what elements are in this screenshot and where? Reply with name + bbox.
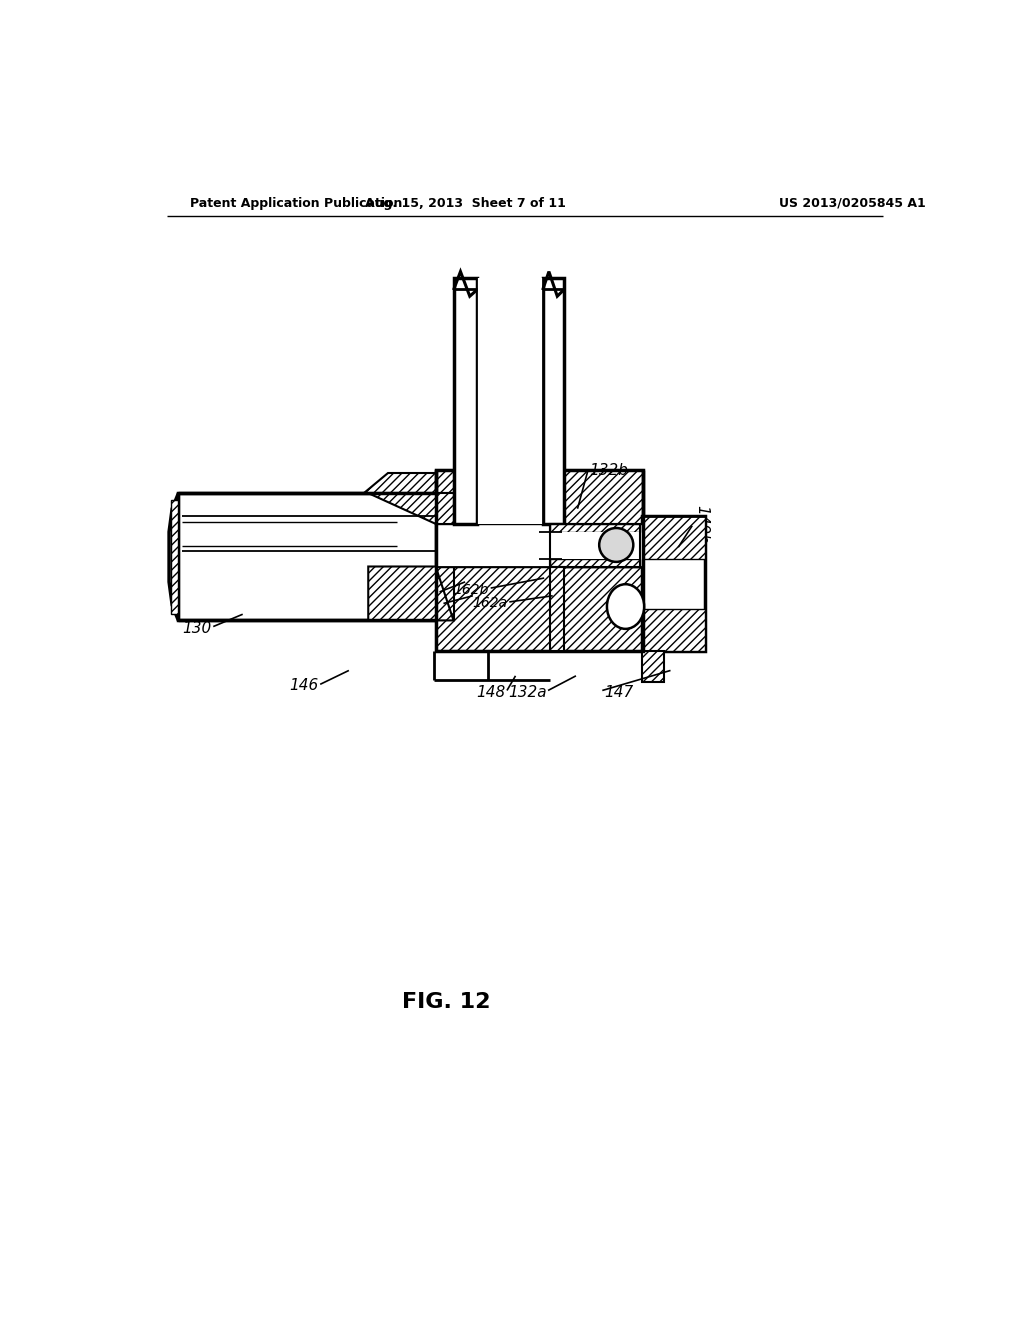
Polygon shape	[369, 494, 454, 524]
Bar	[642, 609, 706, 651]
Text: US 2013/0205845 A1: US 2013/0205845 A1	[779, 197, 926, 210]
Circle shape	[599, 528, 633, 562]
Polygon shape	[435, 470, 454, 524]
Bar	[642, 651, 664, 682]
Bar	[550, 524, 640, 566]
Text: 130: 130	[182, 620, 212, 636]
Bar	[550, 532, 640, 558]
Bar	[543, 277, 563, 524]
Polygon shape	[365, 473, 436, 494]
Bar	[477, 277, 543, 524]
Text: 147: 147	[604, 685, 633, 700]
Text: Aug. 15, 2013  Sheet 7 of 11: Aug. 15, 2013 Sheet 7 of 11	[365, 197, 565, 210]
Bar	[550, 558, 640, 566]
Polygon shape	[169, 494, 178, 620]
Polygon shape	[642, 516, 706, 651]
Polygon shape	[435, 566, 643, 651]
Bar	[550, 524, 640, 532]
Text: 132a: 132a	[508, 685, 547, 700]
Bar	[454, 277, 477, 524]
Text: 149b: 149b	[693, 504, 709, 544]
Polygon shape	[369, 566, 454, 620]
Polygon shape	[435, 566, 454, 620]
Text: 134: 134	[409, 586, 438, 601]
Text: 149a: 149a	[407, 598, 442, 612]
Polygon shape	[171, 499, 178, 614]
Text: 132b: 132b	[589, 463, 628, 478]
Polygon shape	[563, 470, 643, 524]
Bar	[178, 494, 435, 620]
Ellipse shape	[607, 585, 644, 628]
Text: 146: 146	[290, 678, 318, 693]
Text: 162b: 162b	[454, 582, 489, 597]
Polygon shape	[435, 494, 454, 524]
Text: 162a: 162a	[473, 597, 508, 610]
Text: Patent Application Publication: Patent Application Publication	[190, 197, 402, 210]
Bar	[435, 524, 643, 566]
Text: 148: 148	[476, 685, 506, 700]
Bar	[550, 566, 564, 651]
Polygon shape	[365, 473, 436, 494]
Bar	[642, 516, 706, 558]
Text: FIG. 12: FIG. 12	[401, 991, 490, 1011]
